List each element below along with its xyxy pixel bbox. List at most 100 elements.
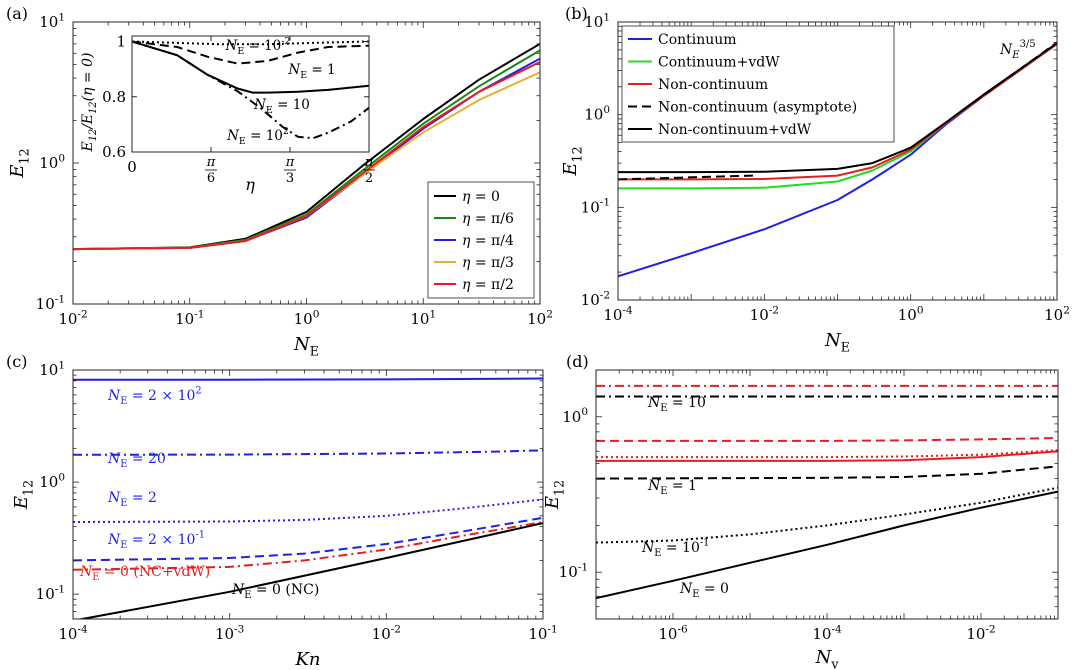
b-annotation-text: NE3/5: [999, 39, 1036, 61]
a-inset-series-0: [132, 40, 369, 46]
c-xlabel-group: Kn: [294, 649, 320, 670]
a-inset-series-1: [132, 40, 369, 65]
a-inset-x-tick-label: 0: [127, 158, 137, 176]
d-background: [596, 370, 1058, 619]
a-y-tick-label: 10-1: [36, 293, 65, 313]
b-y-tick-label: 100: [584, 104, 610, 124]
c-x-tick-label: 10-1: [528, 623, 557, 643]
b-panel-label: (b): [565, 4, 588, 23]
c-series-5: [76, 522, 543, 619]
a-inset-y-tick-label: 1: [116, 33, 126, 51]
a-inset-annotation-text-0: NE = 10-2: [225, 36, 291, 57]
b-y-tick-label: 101: [584, 11, 610, 31]
a-inset-xlabel: η: [245, 175, 255, 194]
a-inset-annotation-2: NE = 10: [253, 97, 310, 116]
d-x-tick-label: 10-6: [658, 623, 688, 643]
b-x-tick-label: 10-4: [603, 304, 633, 324]
panel-d: 10-6 10-4 10-2 10-1 100 Nv E12 (d) NE = 10 NE = 1…: [542, 352, 1059, 670]
a-legend-label-0: η = 0: [462, 189, 500, 205]
a-x-tick-label: 10-1: [175, 308, 204, 328]
d-annotation-1: NE = 1: [647, 478, 697, 497]
d-annotation-3: NE = 0: [679, 581, 729, 600]
a-inset-annotation-3: NE = 102: [226, 126, 289, 147]
a-xlabel: NE: [293, 334, 319, 358]
c-x-tick-label: 10-4: [58, 623, 88, 643]
c-annotation-1: NE = 20: [107, 451, 166, 470]
d-series-6: [596, 486, 1058, 544]
a-y-tick-label: 101: [39, 11, 65, 31]
b-series-3: [618, 174, 754, 181]
a-inset-annotation-0: NE = 10-2: [225, 36, 291, 57]
d-plot-area: [596, 384, 1058, 600]
a-inset-annotation-1: NE = 1: [287, 62, 335, 81]
b-y-tick-label: 10-2: [581, 289, 610, 309]
c-series-2: [73, 498, 543, 523]
a-inset-plot-area: [132, 40, 369, 140]
a-xlabel-group: NE: [293, 334, 319, 358]
c-background: [73, 370, 543, 619]
a-inset-background: [132, 36, 369, 152]
c-y-tick-label: 101: [39, 359, 65, 379]
c-annotation-text-0: NE = 2 × 102: [107, 386, 202, 408]
b-legend-label-3: Non-continuum (asymptote): [658, 100, 857, 116]
d-x-tick-label: 10-2: [966, 623, 995, 643]
d-ylabel: E12: [542, 480, 566, 510]
d-series-5: [596, 465, 1058, 480]
a-legend-label-4: η = π/2: [462, 277, 514, 293]
c-series-4: [73, 521, 543, 571]
a-ylabel-group: E12: [7, 148, 31, 178]
d-xlabel: Nv: [815, 647, 840, 670]
d-annotation-text-1: NE = 1: [647, 478, 697, 497]
d-series-3: [596, 449, 1058, 459]
c-ylabel: E12: [11, 480, 35, 510]
a-inset-x-tick-label-num: π: [364, 155, 374, 170]
a-inset-annotation-text-1: NE = 1: [287, 62, 335, 81]
d-series-7: [596, 490, 1058, 600]
b-x-tick-label: 102: [1044, 304, 1070, 324]
d-y-tick-label: 10-1: [559, 561, 588, 581]
c-series-1: [73, 449, 543, 456]
b-ylabel: E12: [560, 146, 584, 176]
b-plot-area: [618, 41, 1057, 278]
c-plot-area: [73, 377, 543, 619]
a-inset-x-tick-label-num: π: [206, 155, 216, 170]
c-annotation-text-1: NE = 20: [107, 451, 166, 470]
c-series-3: [73, 516, 543, 562]
panel-b: 10-4 10-2 100 10210-210-1100101NEE12(b)Cont…: [560, 4, 1070, 354]
a-plot-area: [73, 42, 540, 251]
b-y-tick-label: 10-1: [581, 197, 610, 217]
a-inset-ylabel: E12/E12(η = 0): [80, 53, 99, 153]
c-panel-label: (c): [6, 352, 27, 371]
panel-c: 10-4 10-3 10-2 10-1 10-1 100 101 Kn E12 (c) NE = 2…: [6, 352, 558, 670]
d-series-4: [596, 450, 1058, 462]
b-annotation: NE3/5: [999, 39, 1036, 61]
d-annotation-text-3: NE = 0: [679, 581, 729, 600]
c-annotation-text-3: NE = 2 × 10-1: [107, 530, 205, 552]
d-annotation-0: NE = 10: [647, 395, 706, 414]
c-annotation-text-2: NE = 2: [107, 490, 157, 509]
c-annotation-text-4: NE = 0 (NC+vdW): [79, 564, 210, 583]
d-annotation-text-2: NE = 10-1: [641, 538, 709, 560]
a-inset-x-tick-label-den: 2: [365, 171, 373, 186]
a-inset-x-tick-label-den: 3: [286, 171, 294, 186]
a-inset-x-tick-label-den: 6: [207, 171, 215, 186]
a-inset-x-tick-label-num: π: [285, 155, 295, 170]
b-xlabel-group: NE: [824, 330, 850, 354]
c-ylabel-group: E12: [11, 480, 35, 510]
d-x-tick-label: 10-4: [812, 623, 842, 643]
a-x-tick-label: 102: [527, 308, 553, 328]
d-panel-label: (d): [566, 352, 589, 371]
a-legend-label-3: η = π/3: [462, 255, 514, 271]
c-y-tick-label: 10-1: [36, 583, 65, 603]
b-legend: Continuum Continuum+vdW Non-continuum Non-c…: [621, 25, 895, 143]
c-annotation-text-5: NE = 0 (NC): [231, 582, 319, 601]
a-panel-label: (a): [6, 4, 28, 23]
d-annotation-2: NE = 10-1: [641, 538, 709, 560]
a-ylabel: E12: [7, 148, 31, 178]
a-legend: η = 0 η = π/6 η = π/4 η = π/3 η = π/2: [427, 181, 535, 299]
c-annotation-2: NE = 2: [107, 490, 157, 509]
c-y-tick-label: 100: [39, 471, 65, 491]
a-inset-y-tick-label: 0.6: [102, 143, 126, 161]
